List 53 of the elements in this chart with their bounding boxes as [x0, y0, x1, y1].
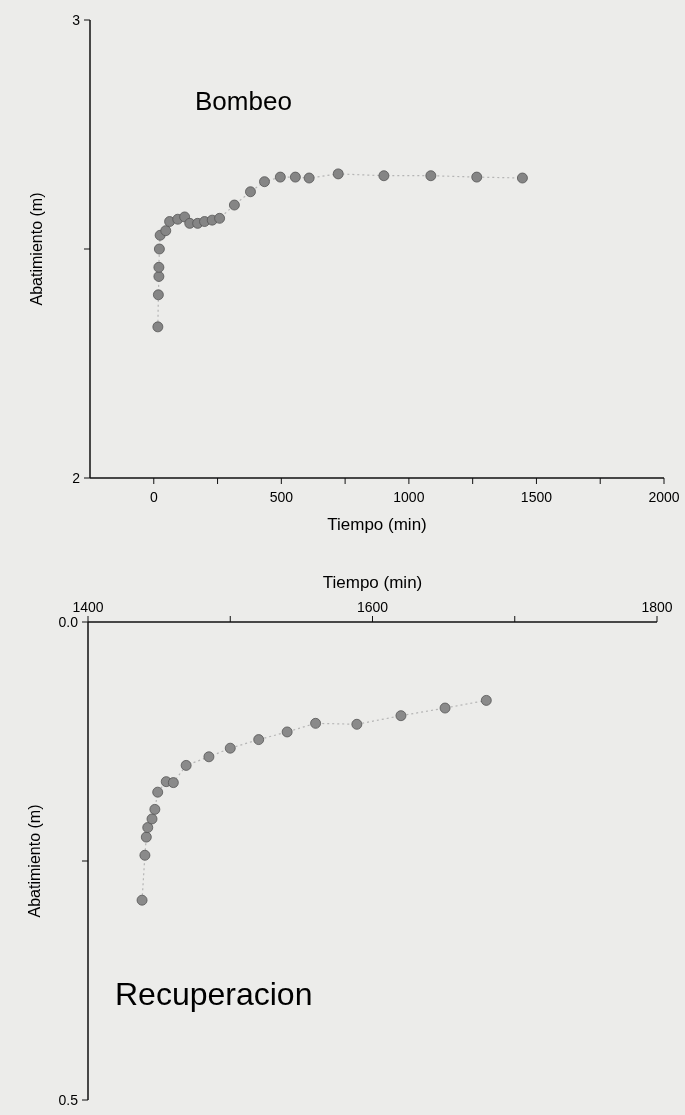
x-axis-title: Tiempo (min)	[327, 515, 427, 534]
point	[139, 849, 151, 861]
point	[310, 717, 321, 729]
x-tick-label: 0	[149, 489, 158, 505]
point	[153, 261, 165, 273]
point	[259, 176, 270, 188]
point	[351, 718, 363, 730]
x-tick-label: 1400	[72, 599, 104, 615]
point	[136, 894, 148, 906]
point	[480, 694, 492, 706]
point	[378, 170, 390, 182]
point	[149, 803, 161, 815]
point	[439, 702, 451, 714]
y-tick-label: 0.5	[58, 1092, 79, 1108]
y-axis-title: Abatimiento (m)	[26, 804, 43, 918]
y-tick-label: 0.0	[58, 614, 79, 630]
x-tick-label: 1800	[641, 599, 673, 615]
point	[153, 243, 165, 255]
point	[214, 212, 225, 224]
x-tick-label: 1600	[356, 599, 389, 615]
point	[425, 170, 437, 182]
point	[152, 321, 164, 333]
point	[289, 171, 301, 183]
point	[142, 822, 154, 833]
y-axis-title: Abatimiento (m)	[28, 192, 45, 306]
point	[395, 710, 407, 722]
annotation: Recuperacion	[115, 976, 313, 1012]
point	[332, 168, 344, 180]
y-tick-label: 3	[72, 12, 81, 28]
point	[303, 172, 315, 184]
point	[228, 199, 240, 211]
point	[274, 171, 286, 183]
x-axis-title: Tiempo (min)	[322, 573, 423, 592]
point	[253, 734, 265, 745]
y-tick-label: 2	[72, 470, 81, 486]
point	[471, 171, 483, 183]
point	[152, 786, 164, 798]
point	[281, 726, 293, 738]
annotation: Bombeo	[195, 86, 292, 116]
point	[152, 289, 164, 301]
point	[517, 172, 528, 184]
x-tick-label: 1500	[520, 489, 553, 505]
point	[245, 186, 256, 198]
point	[203, 751, 215, 763]
x-tick-label: 2000	[648, 489, 680, 505]
point	[140, 831, 152, 843]
x-tick-label: 500	[269, 489, 294, 505]
point	[180, 760, 192, 771]
point	[146, 813, 158, 825]
point	[224, 742, 236, 754]
x-tick-label: 1000	[393, 489, 425, 505]
point	[167, 777, 179, 789]
point	[160, 225, 172, 237]
